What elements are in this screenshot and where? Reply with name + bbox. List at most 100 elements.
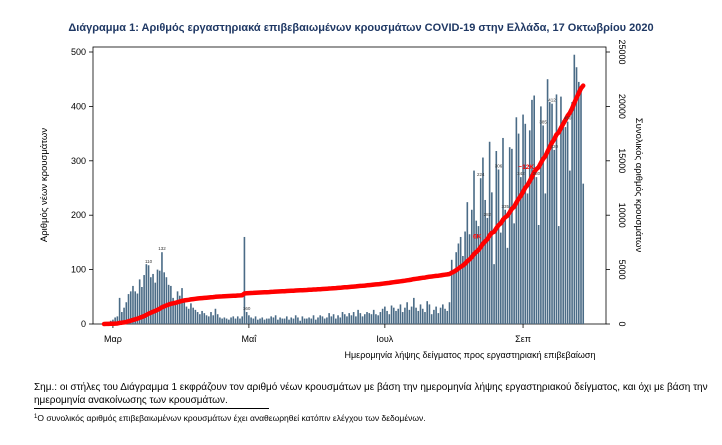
y-tick-label: 400 bbox=[71, 101, 86, 111]
case-bar bbox=[370, 314, 373, 324]
case-bar bbox=[442, 304, 444, 324]
x-tick-label: Μαΐ bbox=[242, 334, 258, 344]
case-bar bbox=[294, 315, 297, 324]
case-bar bbox=[256, 319, 259, 324]
case-bar bbox=[321, 316, 324, 324]
case-bar bbox=[531, 99, 533, 324]
case-bar bbox=[190, 303, 192, 324]
case-bar bbox=[495, 151, 498, 324]
case-bar bbox=[348, 313, 350, 324]
footnote-text: Ο συνολικός αριθμός επιβεβαιωμένων κρουσ… bbox=[37, 413, 426, 423]
case-bar bbox=[285, 316, 288, 324]
case-bar bbox=[357, 309, 359, 324]
case-bar bbox=[448, 302, 451, 324]
x-tick-label: Ιουλ bbox=[376, 334, 393, 344]
case-bar bbox=[399, 304, 402, 324]
case-bar bbox=[528, 130, 531, 324]
case-bar bbox=[511, 148, 513, 324]
case-bar bbox=[569, 170, 571, 324]
case-bar bbox=[410, 306, 413, 324]
bar-value-label: 110 bbox=[145, 259, 153, 264]
case-bar bbox=[118, 297, 121, 324]
y2-tick-label: 25000 bbox=[617, 39, 627, 64]
case-bar bbox=[283, 318, 286, 324]
case-bar bbox=[571, 102, 573, 324]
bar-value-label: 335 bbox=[501, 204, 509, 209]
case-bar bbox=[397, 308, 400, 324]
case-bar bbox=[450, 259, 453, 324]
footnote: 1Ο συνολικός αριθμός επιβεβαιωμένων κρου… bbox=[34, 413, 426, 423]
case-bar bbox=[129, 291, 132, 324]
case-bar bbox=[513, 223, 515, 324]
case-bar bbox=[161, 252, 163, 324]
case-bar bbox=[566, 121, 569, 324]
case-bar bbox=[355, 316, 357, 324]
case-bar bbox=[453, 272, 455, 324]
case-bar bbox=[508, 147, 511, 324]
x-tick-label: Μαρ bbox=[104, 334, 122, 344]
case-bar bbox=[377, 315, 379, 324]
y2-tick-label: 20000 bbox=[617, 94, 627, 119]
case-bar bbox=[234, 318, 237, 324]
case-bar bbox=[158, 270, 161, 324]
case-bar bbox=[555, 94, 558, 324]
case-bar bbox=[504, 209, 507, 324]
case-bar bbox=[408, 309, 411, 324]
case-bar bbox=[473, 170, 475, 324]
case-bar bbox=[152, 273, 154, 324]
case-bar bbox=[274, 315, 277, 324]
y-tick-label: 300 bbox=[71, 156, 86, 166]
case-bar bbox=[225, 318, 228, 324]
y-tick-label: 0 bbox=[81, 319, 86, 329]
chart-note: Σημ.: οι στήλες του Διάγραμμα 1 εκφράζου… bbox=[34, 382, 708, 406]
case-bar bbox=[210, 312, 212, 324]
case-bar bbox=[314, 319, 317, 324]
case-bar bbox=[207, 316, 210, 324]
case-bar bbox=[517, 133, 520, 324]
case-bar bbox=[339, 317, 342, 324]
case-bar bbox=[270, 316, 272, 324]
case-bar bbox=[141, 287, 143, 324]
case-bar bbox=[132, 285, 134, 324]
case-bar bbox=[176, 291, 179, 324]
case-bar bbox=[223, 317, 226, 324]
case-bar bbox=[174, 302, 177, 324]
case-bar bbox=[417, 310, 420, 324]
case-bar bbox=[379, 312, 382, 324]
case-bar bbox=[292, 318, 295, 324]
case-bar bbox=[388, 314, 391, 324]
case-bar bbox=[386, 310, 388, 324]
case-bar bbox=[455, 252, 457, 324]
case-bar bbox=[219, 317, 221, 324]
case-bar bbox=[187, 308, 190, 324]
case-bar bbox=[548, 102, 551, 324]
case-bar bbox=[515, 117, 518, 324]
case-bar bbox=[468, 234, 471, 324]
case-bar bbox=[216, 314, 219, 324]
case-bar bbox=[493, 264, 495, 324]
case-bar bbox=[301, 316, 304, 324]
case-bar bbox=[125, 302, 128, 324]
case-bar bbox=[437, 313, 440, 324]
case-bar bbox=[239, 318, 241, 324]
case-bar bbox=[346, 316, 348, 324]
case-bar bbox=[564, 127, 567, 325]
case-bar bbox=[163, 272, 165, 324]
case-bar bbox=[401, 312, 404, 324]
case-bar bbox=[185, 306, 188, 324]
case-bar bbox=[143, 275, 145, 324]
y2-axis-label: Συνολικός αριθμός κρουσμάτων bbox=[633, 118, 644, 253]
case-bar bbox=[430, 314, 433, 324]
case-bar bbox=[486, 217, 489, 324]
case-bar bbox=[332, 314, 335, 324]
case-bar bbox=[201, 310, 203, 324]
case-bar bbox=[439, 307, 442, 324]
case-bar bbox=[241, 316, 244, 324]
case-bar bbox=[415, 307, 417, 324]
case-bar bbox=[477, 226, 480, 324]
case-bar bbox=[540, 106, 542, 325]
case-bar bbox=[335, 318, 337, 324]
case-bar bbox=[288, 319, 290, 324]
case-bar bbox=[297, 317, 299, 324]
case-bar bbox=[419, 304, 422, 324]
